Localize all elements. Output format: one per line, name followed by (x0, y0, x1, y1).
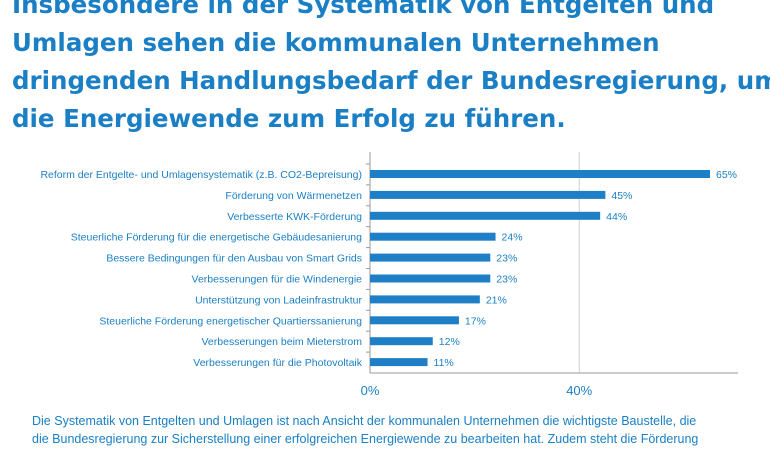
x-tick-label: 0% (361, 383, 380, 398)
category-label: Verbesserte KWK-Förderung (227, 211, 362, 223)
data-label: 21% (486, 294, 507, 306)
bar (370, 232, 496, 241)
headline-line: die Energiewende zum Erfolg zu führen. (12, 104, 566, 133)
data-label: 23% (496, 274, 517, 286)
category-label: Bessere Bedingungen für den Ausbau von S… (106, 253, 362, 265)
bar (370, 295, 480, 304)
headline-line: Umlagen sehen die kommunalen Unternehmen (12, 28, 660, 57)
category-label: Steuerliche Förderung für die energetisc… (71, 232, 362, 244)
data-label: 44% (606, 211, 627, 223)
data-label: 12% (439, 336, 460, 348)
category-label: Steuerliche Förderung energetischer Quar… (99, 315, 362, 327)
bar (370, 358, 428, 367)
data-label: 65% (716, 169, 737, 181)
data-label: 17% (465, 315, 486, 327)
headline: Insbesondere in der Systematik von Entge… (12, 0, 770, 138)
bar (370, 253, 491, 262)
caption-line: Die Systematik von Entgelten und Umlagen… (32, 414, 697, 428)
headline-line: dringenden Handlungsbedarf der Bundesreg… (12, 66, 770, 95)
category-label: Reform der Entgelte- und Umlagensystemat… (40, 169, 362, 181)
category-label: Verbesserungen beim Mieterstrom (202, 336, 363, 348)
x-tick-label: 40% (566, 383, 592, 398)
bar (370, 211, 601, 220)
category-label: Verbesserungen für die Photovoltaik (193, 357, 362, 369)
bar (370, 170, 710, 178)
bar (370, 190, 606, 199)
data-label: 23% (496, 253, 517, 265)
bar (370, 337, 433, 346)
headline-line: Insbesondere in der Systematik von Entge… (12, 0, 715, 19)
bar-chart: Reform der Entgelte- und Umlagensystemat… (40, 152, 738, 398)
category-label: Unterstützung von Ladeinfrastruktur (195, 294, 362, 306)
data-label: 45% (611, 190, 632, 202)
data-label: 11% (434, 357, 454, 369)
bar (370, 316, 459, 325)
category-label: Verbesserungen für die Windenergie (192, 274, 363, 286)
caption-line: die Bundesregierung zur Sicherstellung e… (32, 432, 699, 446)
data-label: 24% (502, 232, 523, 244)
caption: Die Systematik von Entgelten und Umlagen… (32, 412, 757, 448)
bar (370, 274, 491, 283)
category-label: Förderung von Wärmenetzen (225, 190, 362, 202)
